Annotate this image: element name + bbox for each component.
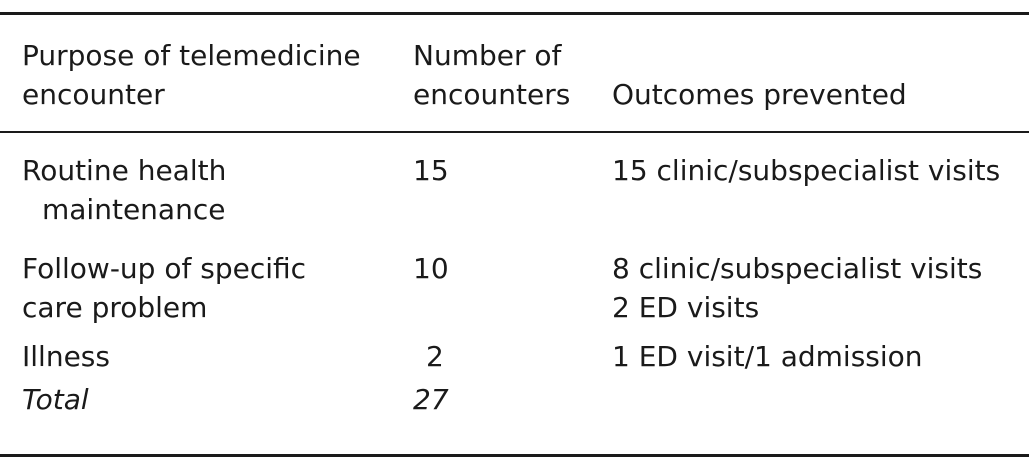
total-number: 27 [413, 380, 449, 419]
table-bottom-rule [0, 454, 1029, 457]
header-purpose-line2: encounter [22, 78, 165, 111]
total-label: Total [22, 380, 89, 419]
row-2-purpose-line1: Follow-up of specific [22, 252, 307, 285]
row-2-outcome-line1: 8 clinic/subspecialist visits [612, 252, 983, 285]
header-number-line1: Number of [413, 39, 562, 72]
row-3-outcome-line1: 1 ED visit/1 admission [612, 340, 923, 373]
row-2-number-value: 10 [413, 252, 449, 285]
table-top-rule [0, 12, 1029, 15]
header-purpose: Purpose of telemedicine encounter [22, 36, 361, 114]
header-purpose-line1: Purpose of telemedicine [22, 39, 361, 72]
row-2-outcomes: 8 clinic/subspecialist visits 2 ED visit… [612, 249, 982, 327]
total-number-value: 27 [413, 383, 449, 416]
row-3-number: 2 [426, 337, 444, 376]
header-rule [0, 131, 1029, 133]
row-2-purpose: Follow-up of specific care problem [22, 249, 306, 327]
total-label-text: Total [22, 383, 89, 416]
row-2-outcome-line2: 2 ED visits [612, 291, 760, 324]
header-number: Number of encounters [413, 36, 570, 114]
row-1-outcome-line1: 15 clinic/subspecialist visits [612, 154, 1001, 187]
row-1-purpose: Routine health maintenance [22, 151, 226, 229]
row-1-outcomes: 15 clinic/subspecialist visits [612, 151, 1000, 190]
row-3-outcomes: 1 ED visit/1 admission [612, 337, 923, 376]
row-3-purpose: Illness [22, 337, 110, 376]
header-outcomes-label: Outcomes prevented [612, 78, 907, 111]
row-3-purpose-line1: Illness [22, 340, 110, 373]
header-number-line2: encounters [413, 78, 571, 111]
row-2-purpose-line2: care problem [22, 291, 208, 324]
row-2-number: 10 [413, 249, 449, 288]
header-outcomes: Outcomes prevented [612, 75, 907, 114]
row-1-purpose-line2: maintenance [42, 193, 226, 226]
row-1-number-value: 15 [413, 154, 449, 187]
row-1-number: 15 [413, 151, 449, 190]
row-3-number-value: 2 [426, 340, 444, 373]
row-1-purpose-line1: Routine health [22, 154, 227, 187]
